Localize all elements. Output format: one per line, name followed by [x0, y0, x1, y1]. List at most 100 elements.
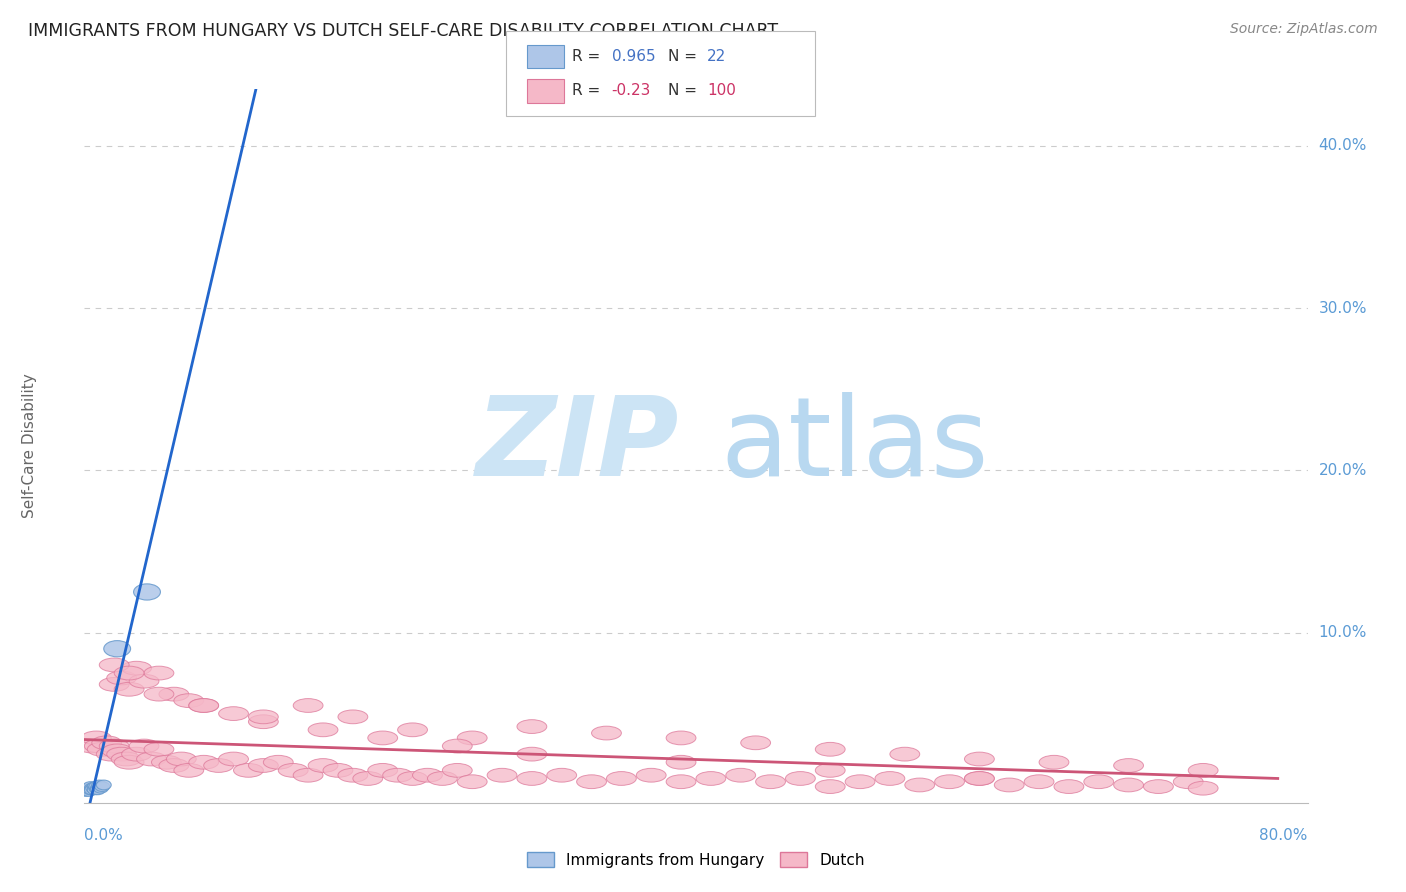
Ellipse shape: [517, 720, 547, 733]
Ellipse shape: [517, 747, 547, 761]
Ellipse shape: [91, 780, 107, 789]
Text: Self-Care Disability: Self-Care Disability: [22, 374, 37, 518]
Ellipse shape: [174, 764, 204, 777]
Ellipse shape: [83, 785, 98, 795]
Ellipse shape: [114, 666, 143, 680]
Ellipse shape: [249, 714, 278, 729]
Ellipse shape: [353, 772, 382, 785]
Ellipse shape: [337, 710, 368, 723]
Text: 40.0%: 40.0%: [1319, 138, 1367, 153]
Ellipse shape: [143, 742, 174, 756]
Ellipse shape: [84, 785, 100, 795]
Ellipse shape: [890, 747, 920, 761]
Ellipse shape: [90, 783, 105, 793]
Ellipse shape: [398, 723, 427, 737]
Ellipse shape: [278, 764, 308, 777]
Ellipse shape: [233, 764, 263, 777]
Ellipse shape: [84, 783, 100, 793]
Ellipse shape: [725, 768, 755, 782]
Ellipse shape: [263, 756, 294, 769]
Text: 100: 100: [707, 84, 737, 98]
Ellipse shape: [965, 772, 994, 785]
Text: N =: N =: [668, 84, 702, 98]
Text: R =: R =: [572, 84, 606, 98]
Ellipse shape: [382, 768, 412, 782]
Ellipse shape: [100, 678, 129, 691]
Ellipse shape: [100, 739, 129, 753]
Ellipse shape: [606, 772, 637, 785]
Ellipse shape: [90, 785, 105, 795]
Ellipse shape: [159, 687, 188, 701]
Ellipse shape: [1188, 764, 1218, 777]
Ellipse shape: [87, 742, 117, 756]
Ellipse shape: [94, 781, 110, 791]
Ellipse shape: [696, 772, 725, 785]
Text: ZIP: ZIP: [475, 392, 679, 500]
Legend: Immigrants from Hungary, Dutch: Immigrants from Hungary, Dutch: [520, 846, 872, 873]
Text: 20.0%: 20.0%: [1319, 463, 1367, 478]
Ellipse shape: [308, 758, 337, 772]
Ellipse shape: [86, 783, 101, 793]
Ellipse shape: [96, 747, 127, 761]
Text: 0.0%: 0.0%: [84, 828, 124, 843]
Text: 30.0%: 30.0%: [1319, 301, 1367, 316]
Ellipse shape: [294, 698, 323, 713]
Ellipse shape: [204, 758, 233, 772]
Ellipse shape: [1114, 778, 1143, 792]
Ellipse shape: [1114, 758, 1143, 772]
Ellipse shape: [457, 775, 486, 789]
Ellipse shape: [1039, 756, 1069, 769]
Ellipse shape: [218, 752, 249, 766]
Ellipse shape: [935, 775, 965, 789]
Ellipse shape: [845, 775, 875, 789]
Ellipse shape: [323, 764, 353, 777]
Ellipse shape: [100, 658, 129, 672]
Text: atlas: atlas: [720, 392, 988, 500]
Text: 0.965: 0.965: [612, 49, 655, 63]
Ellipse shape: [368, 731, 398, 745]
Ellipse shape: [89, 781, 104, 791]
Ellipse shape: [443, 739, 472, 753]
Ellipse shape: [249, 710, 278, 723]
Ellipse shape: [294, 768, 323, 782]
Ellipse shape: [82, 731, 111, 745]
Ellipse shape: [1188, 781, 1218, 795]
Ellipse shape: [337, 768, 368, 782]
Ellipse shape: [89, 783, 104, 793]
Ellipse shape: [218, 706, 249, 721]
Text: R =: R =: [572, 49, 606, 63]
Ellipse shape: [427, 772, 457, 785]
Ellipse shape: [87, 781, 103, 791]
Ellipse shape: [741, 736, 770, 749]
Ellipse shape: [103, 744, 132, 758]
Ellipse shape: [1174, 775, 1204, 789]
Ellipse shape: [994, 778, 1024, 792]
Ellipse shape: [666, 731, 696, 745]
Text: 80.0%: 80.0%: [1260, 828, 1308, 843]
Ellipse shape: [517, 772, 547, 785]
Ellipse shape: [666, 775, 696, 789]
Ellipse shape: [666, 756, 696, 769]
Text: IMMIGRANTS FROM HUNGARY VS DUTCH SELF-CARE DISABILITY CORRELATION CHART: IMMIGRANTS FROM HUNGARY VS DUTCH SELF-CA…: [28, 22, 779, 40]
Ellipse shape: [134, 584, 160, 600]
Text: Source: ZipAtlas.com: Source: ZipAtlas.com: [1230, 22, 1378, 37]
Ellipse shape: [188, 756, 218, 769]
Ellipse shape: [188, 698, 218, 713]
Ellipse shape: [82, 787, 96, 797]
Ellipse shape: [143, 666, 174, 680]
Ellipse shape: [104, 640, 131, 657]
Ellipse shape: [576, 775, 606, 789]
Ellipse shape: [152, 756, 181, 769]
Ellipse shape: [368, 764, 398, 777]
Text: 22: 22: [707, 49, 727, 63]
Ellipse shape: [122, 661, 152, 675]
Ellipse shape: [93, 783, 108, 793]
Ellipse shape: [1143, 780, 1174, 794]
Ellipse shape: [107, 747, 136, 761]
Ellipse shape: [547, 768, 576, 782]
Ellipse shape: [114, 756, 143, 769]
Ellipse shape: [114, 682, 143, 696]
Ellipse shape: [1084, 775, 1114, 789]
Ellipse shape: [84, 739, 114, 753]
Ellipse shape: [136, 752, 166, 766]
